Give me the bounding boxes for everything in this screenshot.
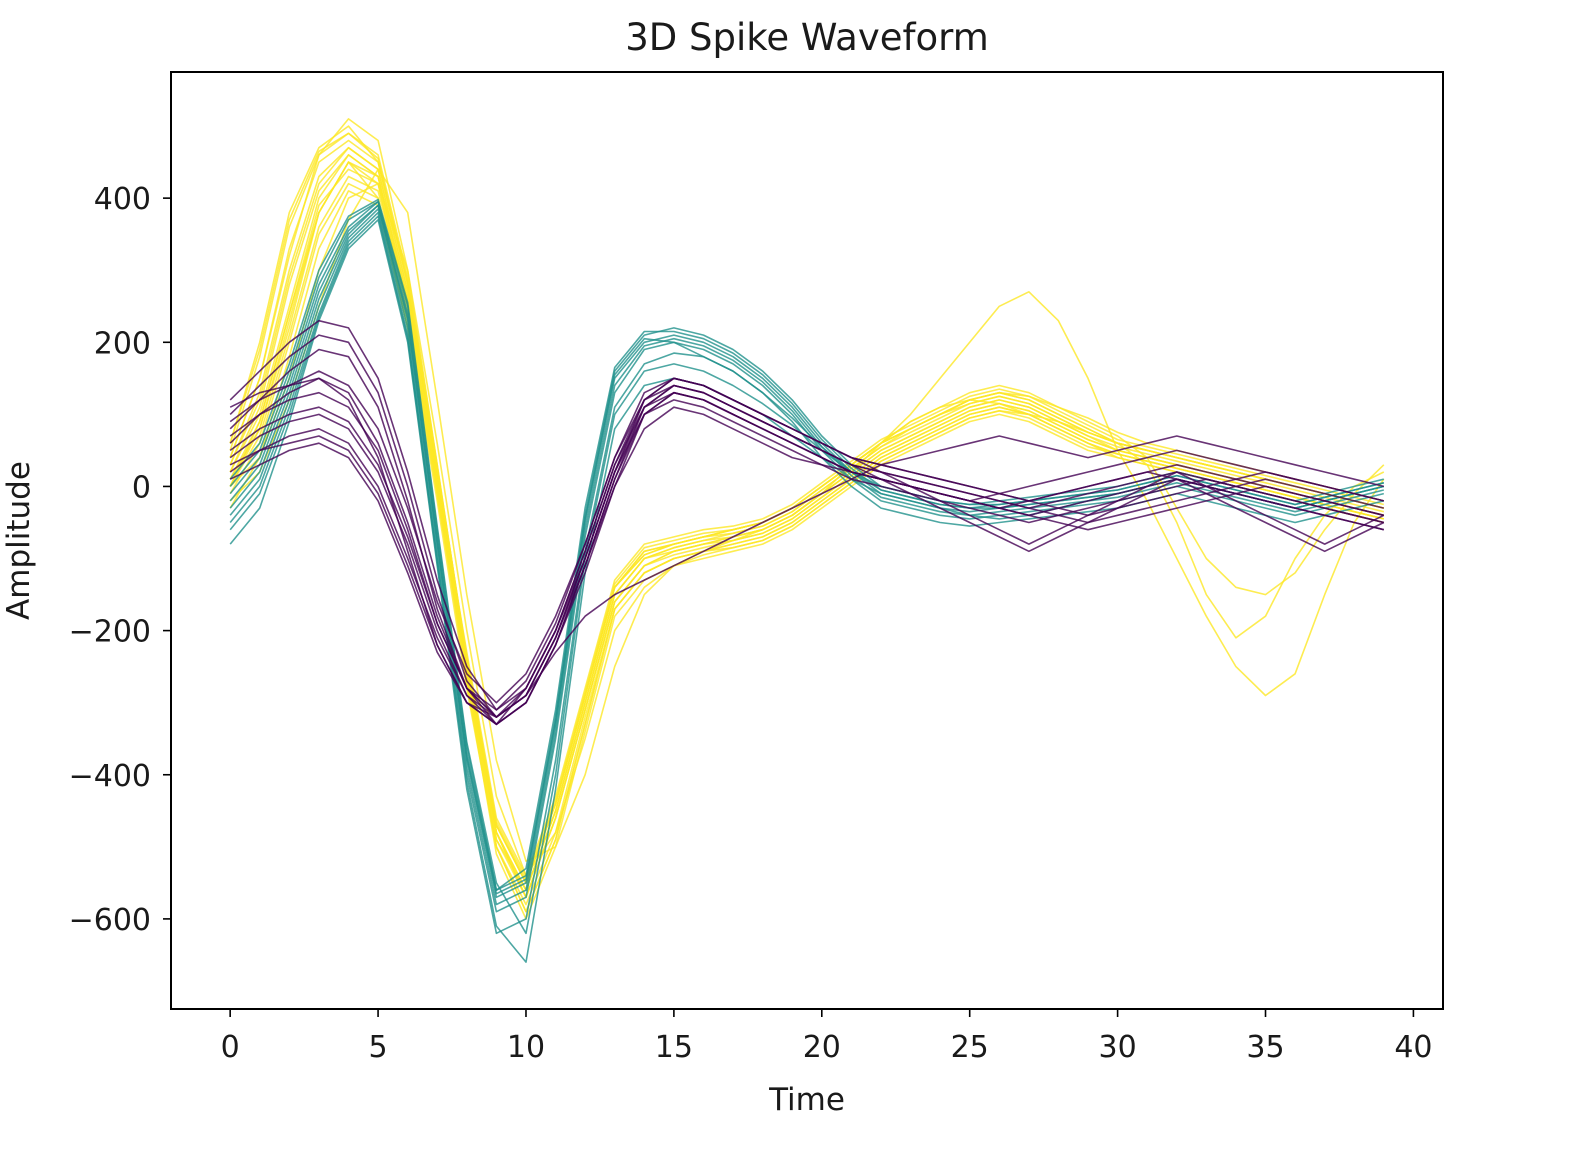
y-axis: −600 −400 −200 0 200 400 (69, 182, 171, 938)
waveform-line-33 (229, 377, 1384, 726)
y-tick-label: 0 (132, 470, 151, 505)
x-tick-label: 35 (1246, 1030, 1284, 1065)
x-axis-title: Time (768, 1082, 845, 1118)
y-tick-label: −400 (69, 759, 151, 794)
waveform-line-35 (229, 377, 1384, 718)
x-axis: 0 5 10 15 20 25 30 35 40 (221, 1009, 1433, 1065)
x-tick-label: 5 (369, 1030, 388, 1065)
chart-title: 3D Spike Waveform (625, 16, 989, 59)
y-tick-label: 400 (94, 182, 151, 217)
x-tick-label: 40 (1394, 1030, 1432, 1065)
x-tick-label: 25 (951, 1030, 989, 1065)
waveform-line-36 (229, 406, 1384, 726)
y-axis-title: Amplitude (1, 461, 37, 620)
x-tick-label: 10 (507, 1030, 545, 1065)
waveform-line-38 (229, 435, 1384, 718)
x-tick-label: 30 (1099, 1030, 1137, 1065)
x-tick-label: 15 (655, 1030, 693, 1065)
y-tick-label: −200 (69, 615, 151, 650)
waveform-line-37 (229, 370, 1385, 704)
x-tick-label: 0 (221, 1030, 240, 1065)
plot-area-frame (170, 71, 1444, 1010)
x-tick-label: 20 (803, 1030, 841, 1065)
waveform-line-16 (229, 132, 1384, 881)
y-tick-label: 200 (94, 326, 151, 361)
series-group-2 (229, 319, 1385, 726)
waveform-line-11 (229, 161, 1385, 899)
lines-layer (229, 118, 1385, 963)
y-tick-label: −600 (69, 903, 151, 938)
